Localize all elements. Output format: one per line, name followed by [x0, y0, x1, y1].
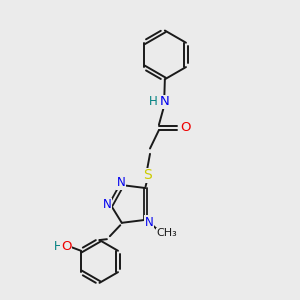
Text: S: S [143, 168, 152, 182]
Text: N: N [117, 176, 125, 190]
Text: H: H [54, 240, 62, 253]
Text: N: N [103, 199, 112, 212]
Text: N: N [159, 95, 169, 108]
Text: N: N [145, 216, 154, 229]
Text: O: O [61, 240, 71, 253]
Text: CH₃: CH₃ [157, 228, 177, 238]
Text: O: O [180, 121, 190, 134]
Text: H: H [149, 95, 158, 108]
